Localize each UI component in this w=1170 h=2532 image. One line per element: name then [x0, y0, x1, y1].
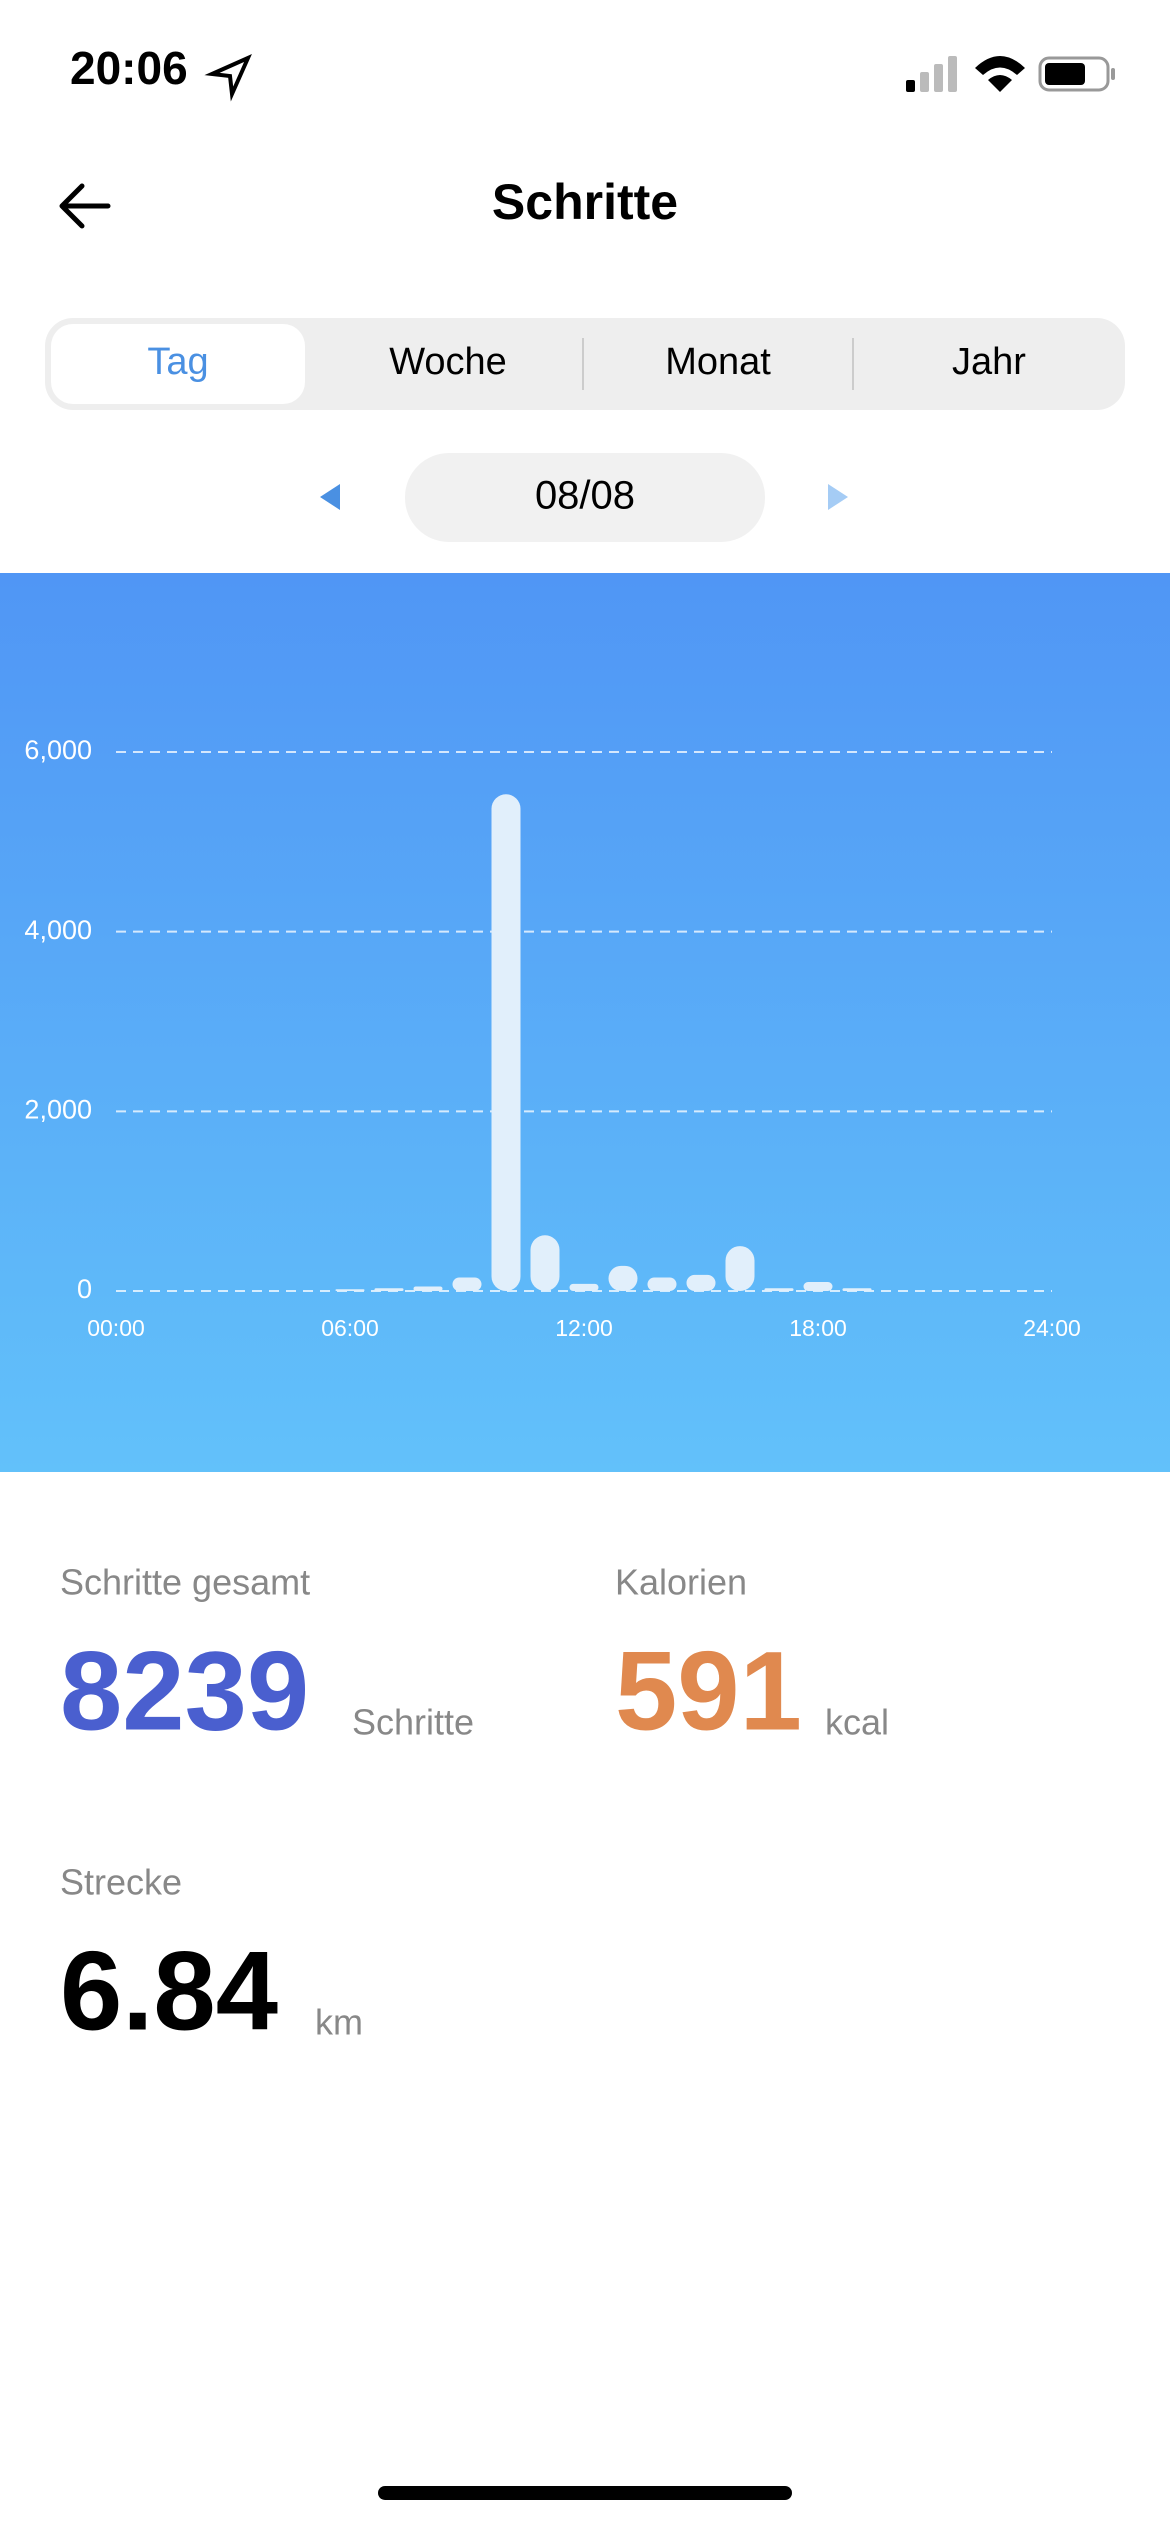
bar [491, 794, 521, 1291]
bar [452, 1277, 482, 1291]
chart: 0 2,000 4,000 6,000 00:00 06:00 12:00 18:00 24:0… [24, 735, 1080, 1341]
x-tick-label: 06:00 [321, 1315, 379, 1341]
bar [803, 1282, 833, 1291]
tab[interactable]: Jahr [952, 341, 1026, 383]
date: 08/08 [535, 474, 635, 518]
bar [725, 1246, 755, 1291]
next-button[interactable] [828, 484, 848, 510]
stat-value: 591 [615, 1629, 802, 1754]
tab[interactable]: Tag [147, 341, 208, 383]
y-tick-label: 0 [77, 1274, 92, 1304]
bar [842, 1288, 872, 1291]
home-indicator [378, 2486, 792, 2500]
stat-unit: km [315, 2002, 363, 2043]
x-tick-label: 00:00 [87, 1315, 145, 1341]
tab[interactable]: Monat [665, 341, 771, 383]
bar [530, 1235, 560, 1291]
status-time: 20:06 [70, 42, 188, 94]
stat-value: 6.84 [60, 1929, 278, 2054]
stat-label: Strecke [60, 1862, 182, 1903]
stat-label: Schritte gesamt [60, 1562, 310, 1603]
y-tick-label: 6,000 [24, 735, 92, 765]
signal-icon [906, 56, 957, 92]
tab-bar [45, 318, 1125, 410]
stat-value: 8239 [60, 1629, 309, 1754]
tab[interactable]: Woche [389, 341, 507, 383]
date-pill [405, 453, 765, 542]
bar [335, 1289, 365, 1291]
back-button[interactable] [59, 183, 111, 229]
bar [608, 1265, 638, 1291]
bar [764, 1288, 794, 1291]
y-tick-label: 4,000 [24, 915, 92, 945]
location-icon [204, 54, 252, 102]
stat-label: Kalorien [615, 1562, 747, 1603]
page-title: Schritte [492, 174, 678, 230]
stat-unit: kcal [825, 1702, 889, 1743]
x-tick-label: 12:00 [555, 1315, 613, 1341]
bar [569, 1283, 599, 1291]
bar [413, 1286, 443, 1291]
stat-unit: Schritte [352, 1702, 474, 1743]
wifi-icon [975, 56, 1025, 92]
bar [374, 1288, 404, 1291]
tab-selected[interactable] [51, 324, 305, 404]
y-tick-label: 2,000 [24, 1094, 92, 1124]
bar [686, 1274, 716, 1291]
x-tick-label: 24:00 [1023, 1315, 1081, 1341]
bar [647, 1277, 677, 1291]
x-tick-label: 18:00 [789, 1315, 847, 1341]
chart-background [0, 573, 1170, 1472]
battery-icon [1038, 56, 1115, 92]
prev-button[interactable] [320, 484, 340, 510]
